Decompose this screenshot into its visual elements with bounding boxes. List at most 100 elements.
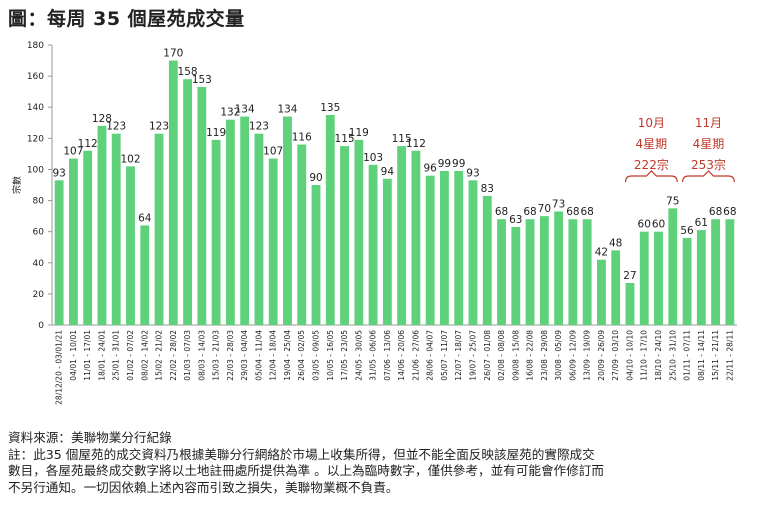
x-tick-label: 26/07 - 01/08 bbox=[483, 330, 492, 381]
bar bbox=[325, 115, 335, 325]
annotation-bracket bbox=[624, 170, 678, 183]
annotation-bracket bbox=[682, 170, 735, 183]
x-tick-label: 11/01 - 17/01 bbox=[83, 330, 92, 381]
data-label: 60 bbox=[652, 219, 665, 231]
x-tick-label: 08/02 - 14/02 bbox=[140, 330, 149, 381]
data-label: 68 bbox=[580, 206, 593, 218]
data-label: 123 bbox=[106, 121, 126, 133]
x-tick-label: 22/02 - 28/02 bbox=[169, 330, 178, 381]
data-label: 56 bbox=[680, 225, 694, 237]
data-label: 68 bbox=[495, 206, 508, 218]
data-label: 64 bbox=[138, 212, 152, 224]
bar bbox=[354, 139, 364, 325]
bar bbox=[397, 146, 407, 325]
data-label: 128 bbox=[92, 113, 112, 125]
bar bbox=[639, 231, 649, 325]
x-tick-label: 28/12/20 - 03/01/21 bbox=[55, 330, 64, 405]
annotation-text: 4星期 bbox=[636, 137, 668, 151]
bar bbox=[211, 139, 221, 325]
annotation-text: 10月 bbox=[638, 116, 665, 130]
y-tick-label: 140 bbox=[27, 103, 44, 113]
bar bbox=[126, 166, 135, 325]
x-tick-label: 20/09 - 26/09 bbox=[597, 330, 606, 381]
x-tick-label: 16/08 - 22/08 bbox=[526, 330, 535, 381]
y-tick-label: 80 bbox=[33, 197, 45, 207]
data-label: 158 bbox=[178, 66, 198, 78]
y-tick-label: 100 bbox=[27, 165, 44, 175]
x-tick-label: 08/11 - 14/11 bbox=[697, 330, 706, 381]
bar bbox=[340, 146, 349, 325]
bar bbox=[539, 216, 549, 325]
bar bbox=[183, 79, 192, 325]
annotations: 10月 4星期 222宗 11月 4星期 253宗 bbox=[624, 116, 735, 183]
data-label: 93 bbox=[466, 167, 479, 179]
bar bbox=[97, 125, 107, 325]
source-note: 資料來源：美聯物業分行紀錄 bbox=[8, 430, 172, 445]
bar bbox=[368, 164, 378, 325]
data-label: 75 bbox=[666, 195, 679, 207]
data-label: 63 bbox=[509, 214, 522, 226]
x-tick-label: 19/04 - 25/04 bbox=[283, 330, 292, 381]
annotation-text: 222宗 bbox=[634, 157, 669, 172]
y-tick-label: 120 bbox=[27, 134, 44, 144]
bar bbox=[240, 116, 250, 325]
y-tick-label: 160 bbox=[27, 72, 44, 82]
bar bbox=[668, 208, 678, 325]
x-tick-label: 02/08 - 08/08 bbox=[497, 330, 506, 381]
x-tick-label: 06/09 - 12/09 bbox=[568, 330, 577, 381]
bar bbox=[440, 171, 449, 325]
y-tick-label: 0 bbox=[38, 321, 44, 331]
data-label: 68 bbox=[566, 206, 579, 218]
x-tick-label: 15/02 - 21/02 bbox=[155, 330, 164, 381]
data-label: 60 bbox=[638, 219, 651, 231]
data-label: 42 bbox=[595, 247, 608, 259]
data-label: 107 bbox=[63, 146, 83, 158]
y-axis: 0 20 40 60 80 100 120 140 160 180 bbox=[27, 41, 737, 331]
x-tick-label: 17/05 - 23/05 bbox=[340, 330, 349, 381]
bar bbox=[468, 180, 478, 325]
data-label: 99 bbox=[452, 158, 465, 170]
data-label: 27 bbox=[623, 270, 636, 282]
annotation-text: 11月 bbox=[695, 116, 722, 130]
bar bbox=[411, 150, 421, 325]
bar bbox=[54, 180, 64, 325]
bar bbox=[83, 150, 93, 325]
bar bbox=[311, 185, 321, 325]
chart-title: 圖：每周 35 個屋苑成交量 bbox=[8, 8, 245, 30]
x-tick-label: 04/10 - 10/10 bbox=[625, 330, 634, 381]
bar bbox=[611, 250, 621, 325]
bar bbox=[268, 158, 278, 325]
data-label: 68 bbox=[709, 206, 722, 218]
bar bbox=[682, 237, 692, 325]
disclaimer-line-2: 數目，各屋苑最終成交數字將以土地註冊處所提供為準 。以上為臨時數字，僅供參考，並… bbox=[8, 463, 604, 478]
x-tick-label: 01/11 - 07/11 bbox=[683, 330, 692, 381]
bar bbox=[197, 87, 207, 325]
x-tick-label: 24/05 - 30/05 bbox=[354, 330, 363, 381]
bar bbox=[625, 283, 635, 325]
x-tick-labels: 28/12/20 - 03/01/21 04/01 - 10/01 11/01 - … bbox=[55, 330, 735, 405]
bar bbox=[254, 133, 264, 325]
data-label: 123 bbox=[249, 121, 269, 133]
data-label: 48 bbox=[609, 237, 622, 249]
bar bbox=[482, 195, 492, 325]
data-label: 112 bbox=[406, 138, 426, 150]
annotation-text: 4星期 bbox=[693, 137, 725, 151]
bar bbox=[597, 259, 606, 325]
data-label: 115 bbox=[392, 133, 412, 145]
bar bbox=[725, 219, 735, 325]
data-label: 73 bbox=[552, 198, 565, 210]
y-tick-label: 60 bbox=[33, 228, 45, 238]
x-tick-label: 30/08 - 05/09 bbox=[554, 330, 563, 381]
data-label: 119 bbox=[206, 127, 226, 139]
x-tick-label: 14/06 - 20/06 bbox=[397, 330, 406, 381]
bar bbox=[511, 227, 521, 325]
bar bbox=[154, 133, 164, 325]
disclaimer-line-3: 不另行通知。一切因依賴上述內容而引致之損失，美聯物業概不負責。 bbox=[8, 479, 399, 495]
data-label: 83 bbox=[481, 183, 494, 195]
data-label: 96 bbox=[423, 163, 437, 175]
data-label: 153 bbox=[192, 74, 212, 86]
data-label: 134 bbox=[235, 104, 255, 116]
data-label: 90 bbox=[309, 172, 322, 184]
x-tick-label: 23/08 - 29/08 bbox=[540, 330, 549, 381]
data-label: 103 bbox=[363, 152, 383, 164]
